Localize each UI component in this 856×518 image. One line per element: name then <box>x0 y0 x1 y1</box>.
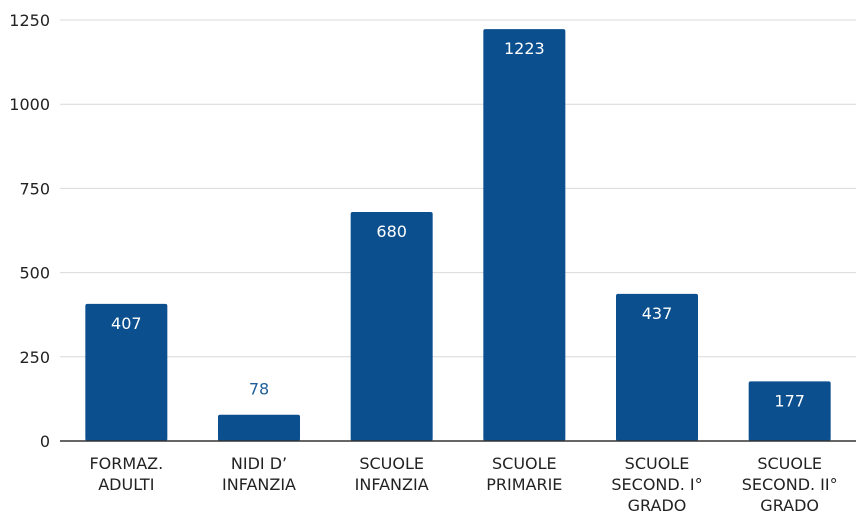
category-label-line: PRIMARIE <box>486 475 562 494</box>
category-label: SCUOLE SECOND. II° GRADO <box>742 454 838 515</box>
y-tick-label: 1000 <box>9 95 50 114</box>
category-label-line: NIDI D’ <box>231 454 287 473</box>
data-label: 177 <box>774 391 805 410</box>
bar <box>748 381 831 441</box>
category-label-line: SCUOLE <box>359 454 424 473</box>
bar <box>350 211 433 441</box>
data-label: 407 <box>111 314 142 333</box>
bar <box>616 293 698 441</box>
category-label: SCUOLE INFANZIA <box>355 454 429 494</box>
data-labels: 407 78 680 1223 437 177 <box>111 39 805 410</box>
bar <box>483 29 566 442</box>
category-label: SCUOLE SECOND. I° GRADO <box>611 454 702 515</box>
category-label-line: GRADO <box>760 496 819 515</box>
data-label: 1223 <box>504 39 545 58</box>
category-label-line: SCUOLE <box>757 454 822 473</box>
category-labels: FORMAZ. ADULTI NIDI D’ INFANZIA SCUOLE INFANZ… <box>89 454 837 515</box>
data-label: 680 <box>376 222 407 241</box>
grid-lines <box>60 19 856 358</box>
y-axis-tick-labels: 0 250 500 750 1000 1250 <box>9 11 50 451</box>
category-label-line: SCUOLE <box>625 454 690 473</box>
category-label-line: SECOND. I° <box>611 475 702 494</box>
category-label-line: INFANZIA <box>355 475 429 494</box>
category-label-line: ADULTI <box>98 475 154 494</box>
category-label-line: FORMAZ. <box>89 454 163 473</box>
data-label: 437 <box>642 304 673 323</box>
category-label-line: GRADO <box>628 496 687 515</box>
category-label: FORMAZ. ADULTI <box>89 454 163 494</box>
bars <box>85 29 831 442</box>
category-label-line: INFANZIA <box>222 475 296 494</box>
category-label: NIDI D’ INFANZIA <box>222 454 296 494</box>
bar <box>85 303 168 441</box>
category-label-line: SCUOLE <box>492 454 557 473</box>
category-label: SCUOLE PRIMARIE <box>486 454 562 494</box>
data-label: 78 <box>249 380 269 399</box>
bar <box>218 414 300 441</box>
y-tick-label: 250 <box>19 348 50 367</box>
category-label-line: SECOND. II° <box>742 475 838 494</box>
y-tick-label: 0 <box>40 432 50 451</box>
y-tick-label: 750 <box>19 179 50 198</box>
y-tick-label: 1250 <box>9 11 50 30</box>
y-tick-label: 500 <box>19 264 50 283</box>
